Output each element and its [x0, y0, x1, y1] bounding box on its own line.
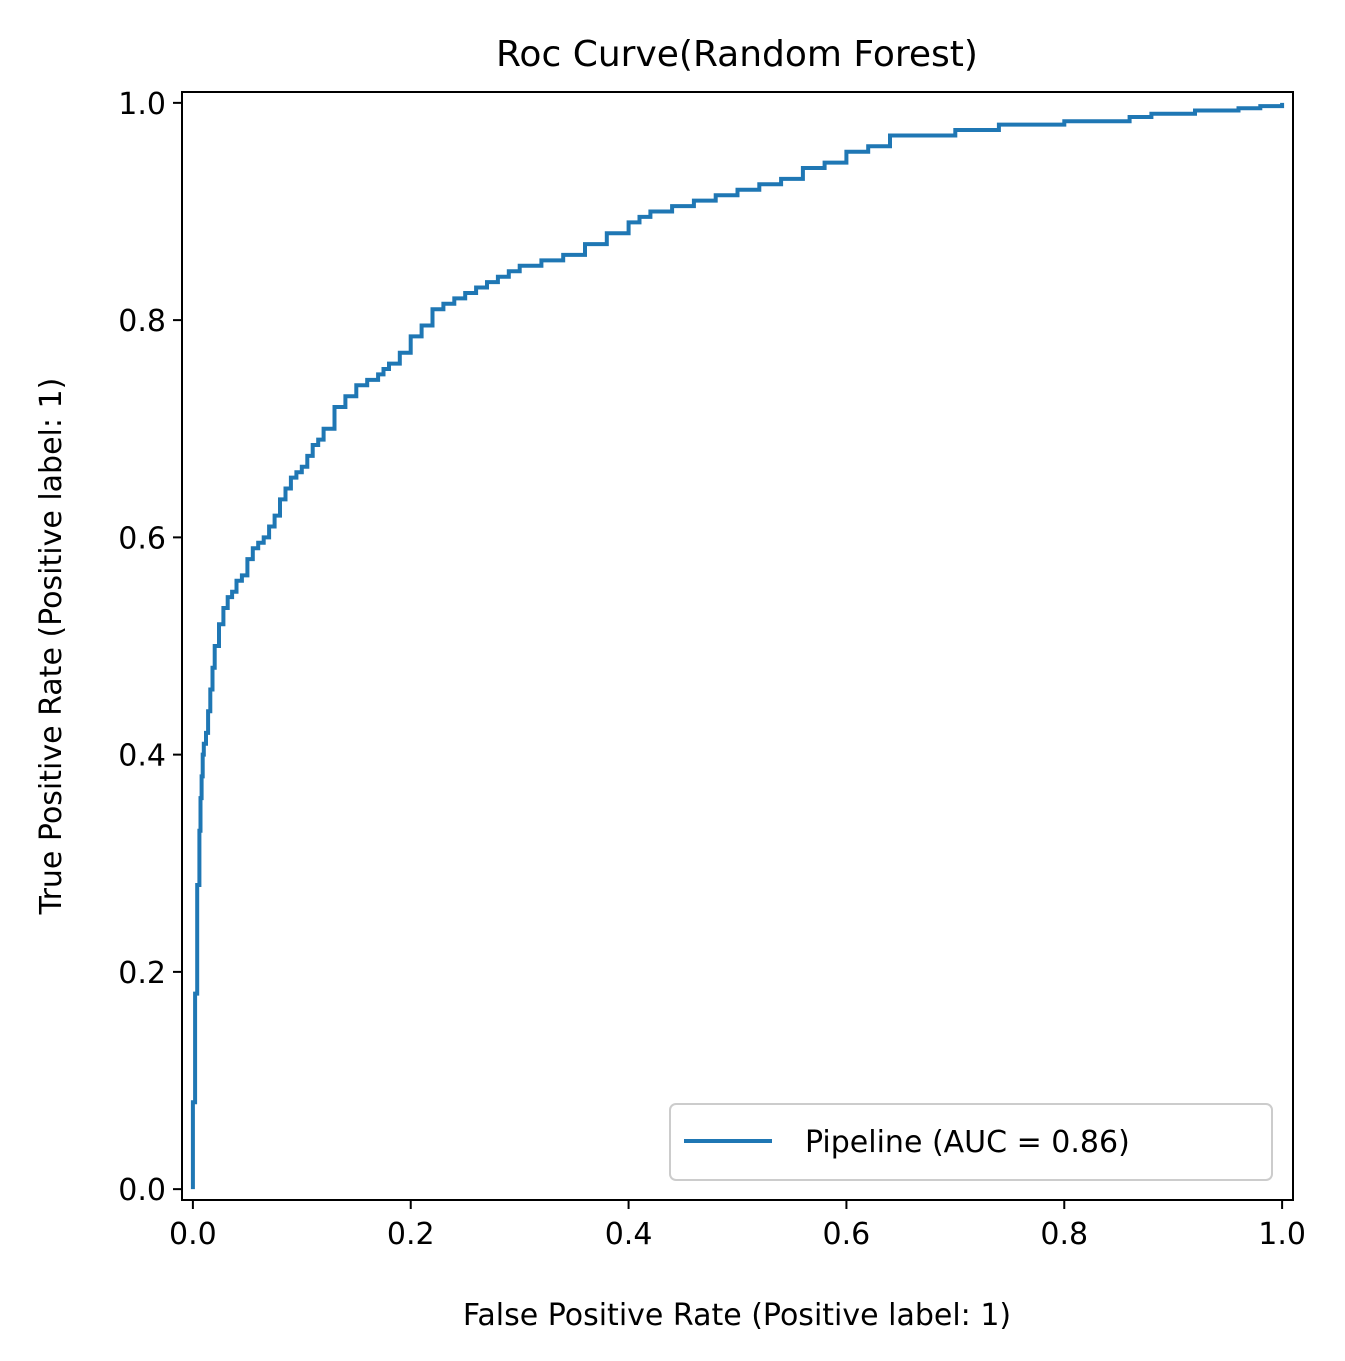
y-axis-label: True Positive Rate (Positive label: 1): [34, 378, 69, 916]
x-tick-label: 0.2: [387, 1217, 435, 1252]
y-tick-label: 0.0: [118, 1173, 166, 1208]
y-tick-label: 0.6: [118, 521, 166, 556]
y-tick-label: 0.4: [118, 739, 166, 774]
x-axis-label: False Positive Rate (Positive label: 1): [463, 1298, 1011, 1333]
x-tick-label: 0.6: [823, 1217, 871, 1252]
x-tick-label: 0.0: [169, 1217, 217, 1252]
legend-label: Pipeline (AUC = 0.86): [805, 1125, 1130, 1160]
x-tick-label: 0.4: [605, 1217, 653, 1252]
axis-ticks: 0.0 0.2 0.4 0.6 0.8 1.0 0.0 0.2 0.4 0.6 0.8 1.0: [118, 87, 1306, 1252]
y-tick-label: 0.2: [118, 956, 166, 991]
legend: Pipeline (AUC = 0.86): [669, 1103, 1273, 1181]
legend-box: [669, 1103, 1273, 1181]
plot-area: [190, 102, 1285, 1190]
y-tick-label: 1.0: [118, 87, 166, 122]
chart-title: Roc Curve(Random Forest): [496, 34, 978, 75]
roc-curve-line: [190, 102, 1285, 1190]
axes-frame: [181, 91, 1294, 1201]
y-tick-label: 0.8: [118, 304, 166, 339]
x-tick-label: 0.8: [1040, 1217, 1088, 1252]
x-tick-label: 1.0: [1258, 1217, 1306, 1252]
